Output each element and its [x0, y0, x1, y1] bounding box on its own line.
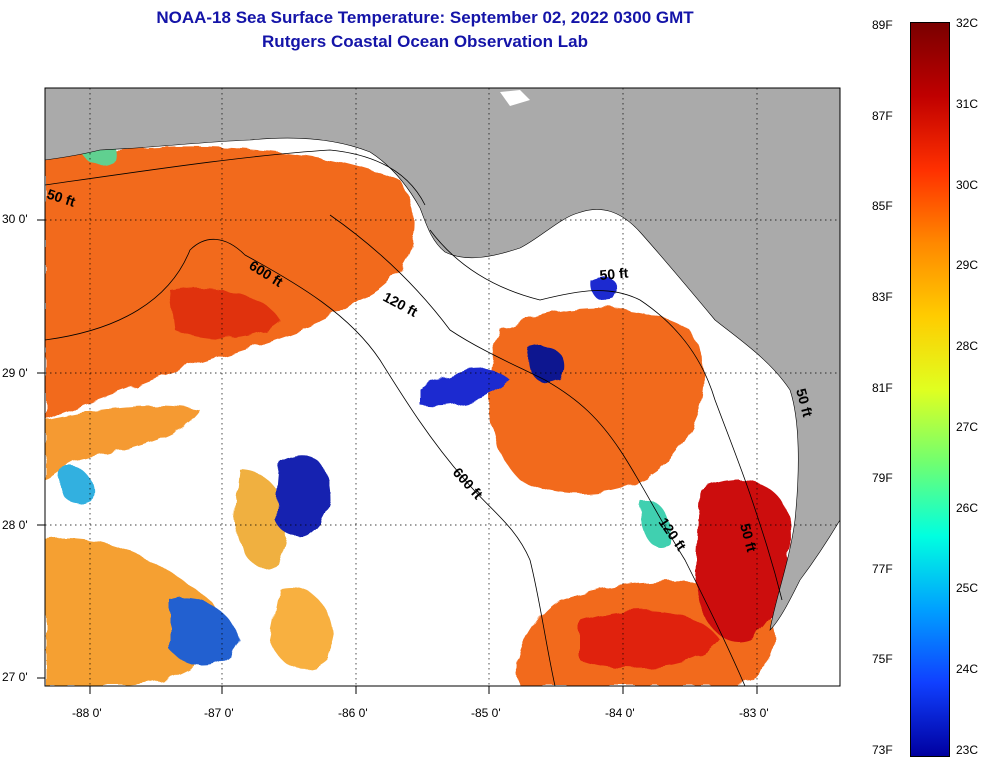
fahrenheit-label: 83F	[872, 289, 893, 304]
sst-cool-regions	[59, 136, 671, 667]
celsius-label: 31C	[956, 96, 979, 111]
celsius-label: 28C	[956, 339, 979, 354]
contour-label-50ft-bigbend: 50 ft	[599, 265, 629, 283]
bathymetry-contours	[45, 149, 783, 686]
fahrenheit-label: 89F	[872, 18, 893, 32]
celsius-label: 25C	[956, 581, 979, 596]
celsius-label: 27C	[956, 419, 979, 434]
fahrenheit-label: 85F	[872, 199, 893, 214]
celsius-label: 26C	[956, 500, 979, 515]
sst-hot-regions	[170, 287, 791, 669]
celsius-label: 30C	[956, 177, 979, 192]
celsius-label: 23C	[956, 743, 979, 757]
temperature-colorbar	[910, 22, 950, 757]
contour-label-50ft-south: 50 ft	[737, 522, 760, 554]
lon-label-85: -85 0'	[471, 706, 501, 720]
lon-label-87: -87 0'	[204, 706, 234, 720]
celsius-label: 32C	[956, 16, 979, 30]
fahrenheit-label: 81F	[872, 380, 893, 395]
contour-label-50ft-coast: 50 ft	[793, 387, 816, 419]
map-title: NOAA-18 Sea Surface Temperature: Septemb…	[156, 8, 694, 27]
lon-label-84: -84 0'	[605, 706, 635, 720]
fahrenheit-label: 75F	[872, 652, 893, 667]
lon-label-86: -86 0'	[338, 706, 368, 720]
fahrenheit-label: 79F	[872, 471, 893, 486]
celsius-label: 24C	[956, 662, 979, 677]
lat-label-30: 30 0'	[2, 212, 28, 226]
map-frame	[44, 87, 841, 687]
lon-label-88: -88 0'	[72, 706, 102, 720]
lat-label-28: 28 0'	[2, 518, 28, 532]
lat-label-29: 29 0'	[2, 366, 28, 380]
lat-label-27: 27 0'	[2, 670, 28, 684]
fahrenheit-label: 73F	[872, 743, 893, 757]
island-cloud	[500, 90, 530, 106]
fahrenheit-label: 87F	[872, 108, 893, 123]
lon-label-83: -83 0'	[739, 706, 769, 720]
celsius-label: 29C	[956, 258, 979, 273]
axis-ticks	[37, 219, 758, 694]
map-subtitle: Rutgers Coastal Ocean Observation Lab	[262, 32, 588, 51]
fahrenheit-label: 77F	[872, 561, 893, 576]
